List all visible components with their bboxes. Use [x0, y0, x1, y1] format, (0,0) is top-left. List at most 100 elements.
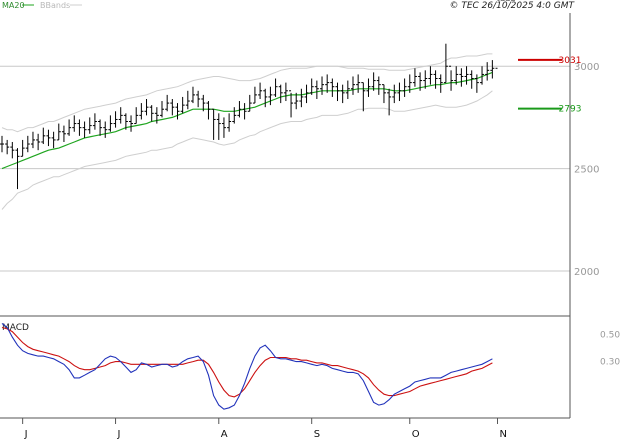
price-y-tick-label: 2000 — [574, 267, 599, 278]
ohlc-bar — [201, 94, 206, 112]
x-tick-label: S — [314, 429, 320, 440]
ohlc-bar — [103, 121, 108, 138]
ohlc-bar — [56, 123, 61, 141]
macd-main-line — [1, 322, 493, 410]
ohlc-bar — [469, 70, 474, 89]
ohlc-bar — [10, 141, 15, 159]
ohlc-bar — [144, 98, 149, 116]
ohlc-bar — [407, 74, 412, 93]
ohlc-bar — [160, 101, 165, 118]
ohlc-bar — [123, 113, 128, 130]
ohlc-bar — [304, 84, 309, 104]
ohlc-bar — [185, 90, 190, 110]
ohlc-bar — [294, 92, 299, 110]
ohlc-bar — [428, 66, 433, 85]
ohlc-bar — [480, 66, 485, 85]
price-y-tick-label: 3000 — [574, 62, 599, 73]
ohlc-bar — [402, 78, 407, 97]
ohlc-bar — [118, 107, 123, 124]
ohlc-bar — [46, 129, 51, 147]
bbands-legend-label: BBands — [40, 1, 70, 10]
ohlc-bar — [283, 82, 288, 102]
ohlc-bars — [0, 0, 515, 190]
ohlc-bar — [232, 107, 237, 124]
ohlc-bar — [170, 98, 175, 116]
ohlc-bar — [227, 113, 232, 132]
ohlc-bar — [268, 86, 273, 106]
x-tick-label: A — [221, 429, 228, 440]
ohlc-bar — [330, 78, 335, 97]
ohlc-bar — [289, 90, 294, 118]
price-y-tick-label: 2500 — [574, 165, 599, 176]
x-tick-label: O — [412, 429, 420, 440]
ohlc-bar — [273, 78, 278, 97]
ohlc-bar — [258, 82, 263, 99]
ohlc-bar — [61, 125, 66, 142]
ohlc-bar — [454, 66, 459, 85]
x-tick-label: N — [500, 429, 507, 440]
bollinger-bands — [1, 53, 493, 210]
ohlc-bar — [335, 82, 340, 102]
ohlc-bar — [474, 74, 479, 93]
ohlc-bar — [356, 74, 361, 93]
ohlc-bar — [314, 80, 319, 99]
x-tick-label: J — [117, 429, 121, 440]
ma20-path — [1, 71, 493, 170]
ohlc-bar — [206, 101, 211, 120]
ohlc-bar — [438, 74, 443, 93]
ohlc-bar — [340, 84, 345, 104]
macd-panel: MACD 0.50 0.30 — [0, 316, 620, 419]
ohlc-bar — [495, 0, 500, 69]
ohlc-bar — [67, 119, 72, 136]
macd-signal-line — [1, 326, 493, 398]
ohlc-bar — [221, 117, 226, 138]
ohlc-bar — [278, 84, 283, 104]
ohlc-bar — [392, 84, 397, 104]
ohlc-bar — [134, 107, 139, 125]
ohlc-bar — [237, 101, 242, 118]
macd-lines — [1, 322, 493, 410]
price-grid — [0, 65, 570, 272]
ohlc-bar — [180, 96, 185, 114]
ohlc-bar — [412, 68, 417, 87]
ohlc-bar — [459, 68, 464, 87]
ohlc-bar — [139, 103, 144, 120]
ohlc-bar — [25, 135, 30, 153]
price-y-axis: 3000 2500 2000 — [574, 62, 599, 278]
ohlc-bar — [108, 115, 113, 132]
ohlc-bar — [113, 111, 118, 128]
ma20-legend-label: MA20 — [2, 1, 25, 10]
ohlc-bar — [20, 139, 25, 157]
ohlc-bar — [361, 82, 366, 112]
ohlc-bar — [165, 94, 170, 112]
bbands-lower-line — [1, 90, 493, 210]
ohlc-bar — [397, 82, 402, 102]
ohlc-bar — [190, 86, 195, 104]
ohlc-bar — [320, 76, 325, 95]
copyright-text: © TEC 26/10/2025 4:0 GMT — [449, 1, 575, 11]
ohlc-bar — [149, 105, 154, 122]
ma20-line — [1, 71, 493, 170]
ohlc-bar — [485, 62, 490, 81]
ohlc-bar — [0, 135, 4, 153]
ohlc-bar — [72, 115, 77, 132]
x-tick-label: J — [24, 429, 28, 440]
ohlc-bar — [263, 88, 268, 108]
ohlc-bar — [196, 90, 201, 108]
ohlc-bar — [309, 78, 314, 95]
macd-y-axis: 0.50 0.30 — [600, 330, 620, 367]
ohlc-bar — [366, 78, 371, 97]
ohlc-bar — [15, 148, 20, 190]
ohlc-bar — [490, 60, 495, 79]
ohlc-bar — [51, 131, 56, 149]
ohlc-bar — [381, 84, 386, 104]
ohlc-bar — [350, 76, 355, 95]
ohlc-bar — [433, 70, 438, 89]
ohlc-bar — [443, 43, 448, 84]
ohlc-bar — [82, 121, 87, 138]
ohlc-bar — [423, 70, 428, 89]
ohlc-bar — [129, 115, 134, 132]
ohlc-bar — [252, 86, 257, 104]
